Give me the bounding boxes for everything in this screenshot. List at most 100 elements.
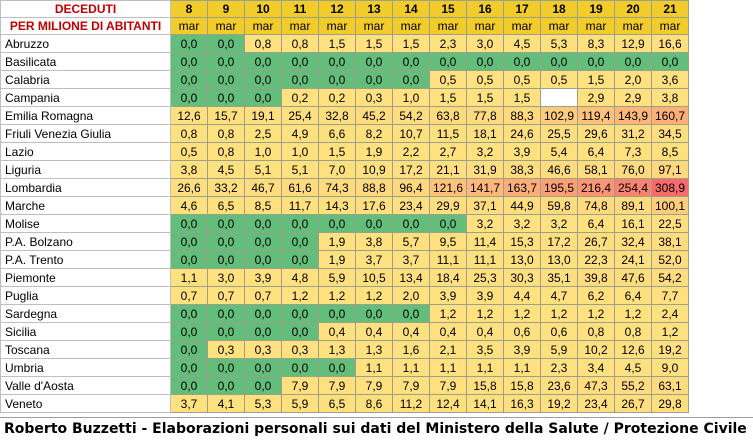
region-name: Lazio [0,142,171,161]
value-cell: 52,0 [651,250,689,269]
value-cell: 0,0 [207,70,245,89]
value-cell: 88,3 [503,106,541,125]
value-cell: 1,1 [466,358,504,377]
value-cell: 0,0 [577,52,615,71]
value-cell: 0,0 [170,232,208,251]
value-cell: 0,8 [207,124,245,143]
value-cell: 0,0 [207,376,245,395]
value-cell: 2,4 [651,304,689,323]
value-cell: 0,8 [207,142,245,161]
value-cell: 0,0 [392,304,430,323]
value-cell: 96,4 [392,178,430,197]
value-cell: 45,2 [355,106,393,125]
region-name: Friuli Venezia Giulia [0,124,171,143]
header-day: 16 [466,0,504,18]
value-cell: 32,8 [318,106,356,125]
value-cell: 3,8 [355,232,393,251]
value-cell: 0,0 [170,304,208,323]
value-cell [540,88,578,107]
value-cell: 15,8 [466,376,504,395]
value-cell: 0,3 [244,340,282,359]
region-name: Toscana [0,340,171,359]
value-cell: 21,1 [429,160,467,179]
value-cell: 6,4 [577,214,615,233]
header-month: mar [281,17,319,35]
value-cell: 1,9 [355,142,393,161]
value-cell: 0,0 [170,322,208,341]
value-cell: 0,0 [281,232,319,251]
value-cell: 0,4 [466,322,504,341]
header-day: 11 [281,0,319,18]
value-cell: 0,3 [207,340,245,359]
value-cell: 5,4 [540,142,578,161]
region-name: Sicilia [0,322,171,341]
value-cell: 19,1 [244,106,282,125]
table-row: Puglia 0,7 0,7 0,7 1,2 1,2 1,2 2,0 3,9 3,9 4,4 4,7 6… [0,286,689,305]
table-row: Veneto 3,7 4,1 5,3 5,9 6,5 8,6 11,2 12,4 14,1 16,3… [0,394,689,413]
value-cell: 5,3 [540,34,578,53]
value-cell: 195,5 [540,178,578,197]
value-cell: 1,2 [355,286,393,305]
value-cell: 74,3 [318,178,356,197]
value-cell: 10,7 [392,124,430,143]
value-cell: 4,4 [503,286,541,305]
value-cell: 2,9 [577,88,615,107]
header-day: 18 [540,0,578,18]
value-cell: 25,3 [466,268,504,287]
value-cell: 5,3 [244,394,282,413]
value-cell: 0,0 [170,340,208,359]
value-cell: 1,2 [614,304,652,323]
value-cell: 0,0 [281,52,319,71]
header-day: 13 [355,0,393,18]
value-cell: 18,1 [466,124,504,143]
value-cell: 3,9 [503,142,541,161]
header-day: 9 [207,0,245,18]
header-day: 20 [614,0,652,18]
value-cell: 3,2 [503,214,541,233]
value-cell: 0,6 [540,322,578,341]
value-cell: 2,2 [392,142,430,161]
value-cell: 22,3 [577,250,615,269]
value-cell: 25,5 [540,124,578,143]
value-cell: 0,8 [614,322,652,341]
region-name: Umbria [0,358,171,377]
value-cell: 2,5 [244,124,282,143]
value-cell: 26,7 [614,394,652,413]
value-cell: 0,5 [170,142,208,161]
value-cell: 3,7 [355,250,393,269]
value-cell: 3,0 [466,34,504,53]
value-cell: 4,7 [540,286,578,305]
value-cell: 0,0 [207,214,245,233]
value-cell: 1,0 [281,142,319,161]
value-cell: 1,6 [392,340,430,359]
value-cell: 0,0 [281,214,319,233]
value-cell: 4,5 [614,358,652,377]
value-cell: 3,9 [244,268,282,287]
header-day: 21 [651,0,689,18]
table-row: Emilia Romagna 12,6 15,7 19,1 25,4 32,8 45,2 54… [0,106,689,125]
value-cell: 16,1 [614,214,652,233]
value-cell: 0,0 [318,214,356,233]
value-cell: 0,0 [503,52,541,71]
value-cell: 16,6 [651,34,689,53]
value-cell: 9,5 [429,232,467,251]
value-cell: 3,2 [540,214,578,233]
value-cell: 254,4 [614,178,652,197]
value-cell: 61,6 [281,178,319,197]
footer-bar: Roberto Buzzetti - Elaborazioni personal… [0,417,753,443]
value-cell: 1,5 [577,70,615,89]
value-cell: 3,6 [651,70,689,89]
value-cell: 9,0 [651,358,689,377]
region-name: P.A. Trento [0,250,171,269]
value-cell: 14,3 [318,196,356,215]
value-cell: 1,5 [355,34,393,53]
value-cell: 0,0 [244,250,282,269]
value-cell: 7,0 [318,160,356,179]
header-month: mar [170,17,208,35]
value-cell: 1,2 [577,304,615,323]
value-cell: 308,9 [651,178,689,197]
table-title-line1: DECEDUTI [0,0,171,18]
value-cell: 4,9 [281,124,319,143]
value-cell: 2,0 [614,70,652,89]
table-row: Basilicata 0,0 0,0 0,0 0,0 0,0 0,0 0,0 0,0 0,0 0,0… [0,52,689,71]
